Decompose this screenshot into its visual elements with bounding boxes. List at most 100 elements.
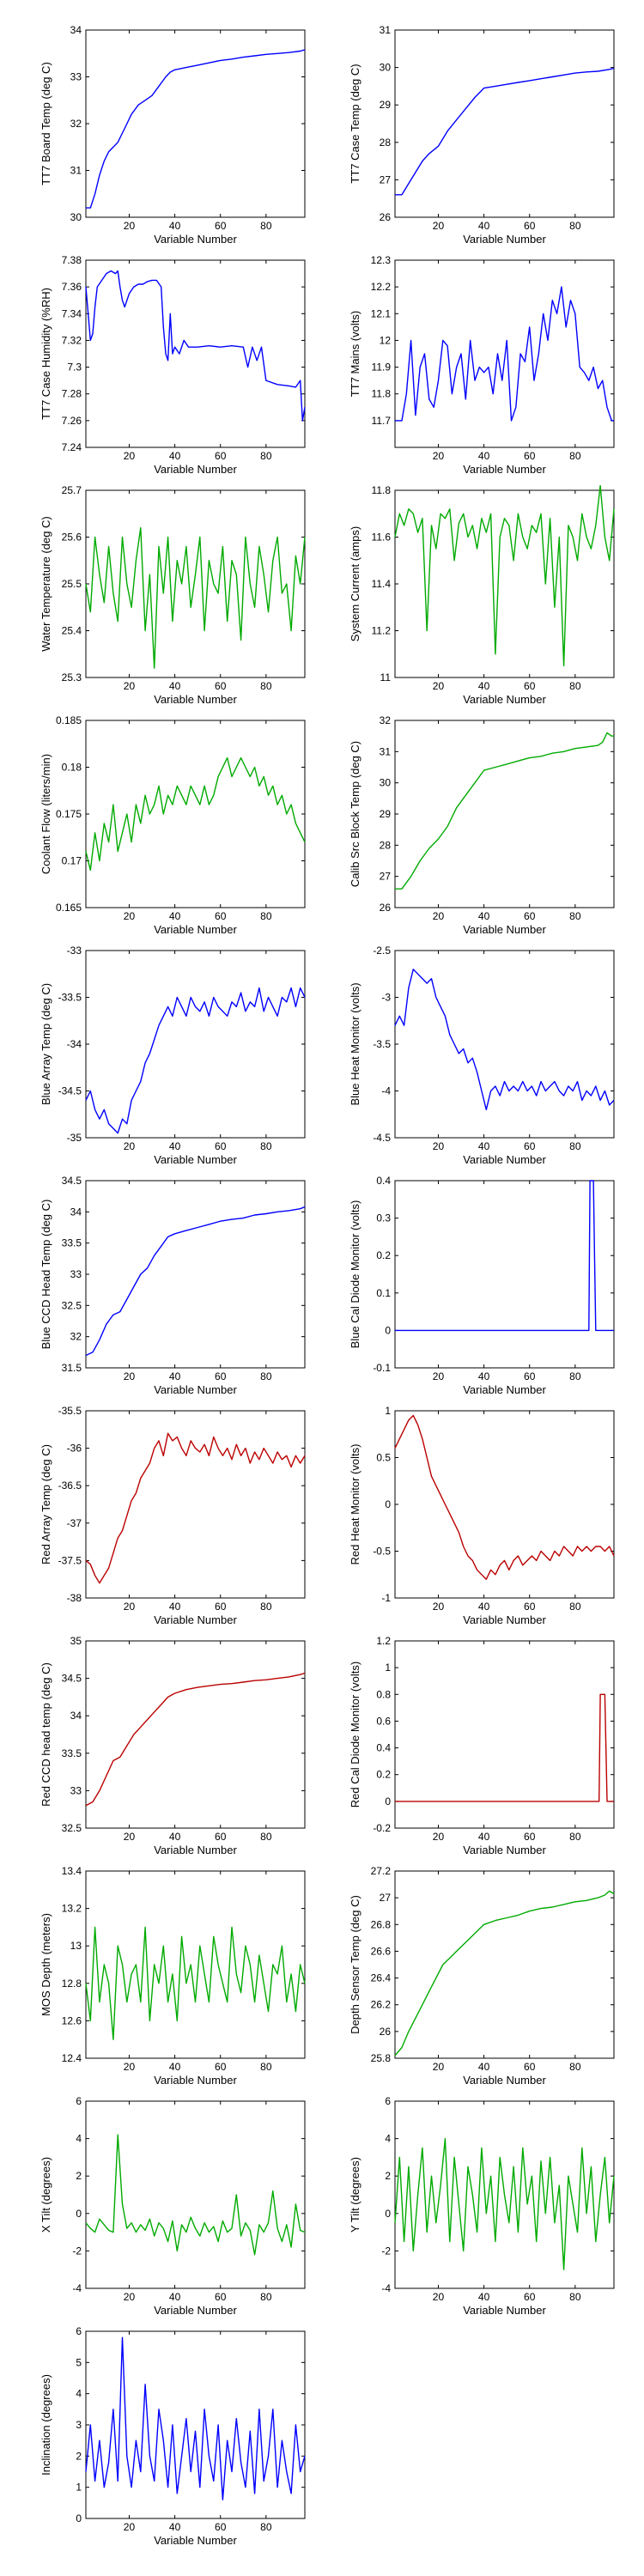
x-tick-label: 80	[260, 1140, 272, 1152]
y-tick-label: 12.8	[62, 1978, 82, 1990]
x-tick-label: 60	[524, 1831, 536, 1843]
y-tick-label: 6	[76, 2325, 82, 2337]
x-tick-label: 20	[124, 2061, 136, 2073]
y-tick-label: 0	[385, 1498, 391, 1510]
y-tick-label: 34.5	[62, 1175, 82, 1187]
y-tick-label: 27	[380, 173, 392, 185]
y-tick-label: 31	[70, 165, 82, 177]
y-tick-label: 25.5	[62, 578, 82, 590]
y-tick-label: 35	[70, 1635, 82, 1647]
x-tick-label: 40	[169, 910, 181, 922]
y-tick-label: 7.24	[62, 441, 82, 453]
x-tick-label: 20	[124, 1140, 136, 1152]
series-line	[394, 484, 615, 667]
x-axis-label: Variable Number	[463, 1153, 546, 1166]
x-tick-label: 20	[433, 1601, 445, 1613]
y-tick-label: 32	[70, 1331, 82, 1343]
y-tick-label: 0.2	[376, 1769, 391, 1781]
y-axis-label: Red Heat Monitor (volts)	[349, 1444, 361, 1565]
x-tick-label: 60	[524, 2291, 536, 2303]
y-tick-label: 4	[385, 2133, 391, 2145]
y-tick-label: -0.5	[373, 1546, 391, 1558]
y-tick-label: -36.5	[58, 1479, 82, 1492]
y-tick-label: -2	[381, 2245, 391, 2257]
x-tick-label: 20	[433, 2291, 445, 2303]
series-line	[85, 270, 306, 422]
y-tick-label: 1	[385, 1662, 391, 1674]
y-tick-label: 25.3	[62, 671, 82, 683]
x-tick-label: 80	[569, 1370, 581, 1382]
x-tick-label: 20	[433, 680, 445, 692]
y-tick-label: -35.5	[58, 1405, 82, 1417]
plot-area-frame	[85, 2330, 306, 2519]
x-tick-label: 20	[433, 1140, 445, 1152]
chart-panel: 20 40 60 80 26 27 28 29 30 31 Variable Number TT7 C…	[349, 24, 615, 246]
y-tick-label: 7.34	[62, 307, 82, 319]
y-tick-label: 0	[76, 2512, 82, 2524]
y-tick-label: 12.1	[371, 307, 392, 319]
x-tick-label: 80	[260, 2291, 272, 2303]
x-tick-label: 20	[124, 910, 136, 922]
y-axis-label: TT7 Case Temp (deg C)	[349, 64, 361, 183]
x-axis-label: Variable Number	[154, 1844, 237, 1856]
x-tick-label: 60	[215, 450, 227, 462]
series-line	[85, 987, 306, 1134]
x-tick-label: 60	[215, 1370, 227, 1382]
series-line	[85, 1432, 306, 1584]
y-tick-label: 13.4	[62, 1865, 82, 1877]
y-tick-label: 34	[70, 24, 82, 36]
y-tick-label: 7.26	[62, 415, 82, 427]
plot-area-frame	[85, 489, 306, 678]
y-tick-label: 11.8	[372, 388, 392, 400]
series-line	[85, 1206, 306, 1357]
chart-panel: 20 40 60 80 26 27 28 29 30 31 32 Variable Number Cal…	[349, 714, 615, 936]
y-tick-label: 33.5	[62, 1747, 82, 1759]
x-tick-label: 40	[478, 1370, 490, 1382]
series-line	[395, 286, 614, 422]
x-tick-label: 40	[478, 680, 490, 692]
y-tick-label: 13	[70, 1940, 82, 1952]
y-tick-label: 12.3	[371, 254, 392, 266]
y-tick-label: 7.28	[62, 388, 82, 400]
y-tick-label: -33.5	[58, 992, 82, 1004]
x-axis-label: Variable Number	[463, 463, 546, 476]
x-tick-label: 60	[215, 2061, 227, 2073]
x-tick-label: 60	[524, 1601, 536, 1613]
y-tick-label: 26.2	[371, 1999, 392, 2011]
y-axis-label: TT7 Mains (volts)	[349, 311, 361, 397]
x-tick-label: 40	[478, 220, 490, 232]
x-axis-label: Variable Number	[154, 233, 237, 246]
y-tick-label: 30	[380, 62, 392, 74]
y-tick-label: 29	[380, 99, 392, 111]
y-tick-label: 30	[70, 211, 82, 223]
y-tick-label: 27	[380, 1892, 392, 1904]
y-tick-label: 30	[380, 777, 392, 789]
x-axis-label: Variable Number	[154, 693, 237, 706]
x-tick-label: 60	[215, 680, 227, 692]
x-tick-label: 80	[569, 1601, 581, 1613]
y-axis-label: Coolant Flow (liters/min)	[39, 754, 52, 874]
x-axis-label: Variable Number	[463, 1613, 546, 1626]
chart-panel: 20 40 60 80 0 1 2 3 4 5 6 Variable Number Inclinatio…	[39, 2325, 306, 2547]
y-tick-label: -33	[67, 945, 82, 957]
x-axis-label: Variable Number	[463, 233, 546, 246]
series-line	[85, 756, 306, 872]
series-line	[395, 67, 615, 196]
series-line	[395, 1693, 614, 1802]
x-tick-label: 40	[169, 1601, 181, 1613]
x-axis-label: Variable Number	[154, 463, 237, 476]
x-tick-label: 60	[215, 2291, 227, 2303]
series-line	[395, 732, 614, 890]
y-tick-label: 33	[70, 1784, 82, 1796]
chart-panel: 20 40 60 80 -4 -2 0 2 4 6 Variable Number X Tilt (d…	[39, 2095, 306, 2317]
x-tick-label: 40	[169, 2521, 181, 2533]
chart-panel: 20 40 60 80 -35 -34.5 -34 -33.5 -33 Variable Numb…	[39, 945, 306, 1166]
series-line	[85, 1926, 306, 2040]
x-tick-label: 40	[169, 220, 181, 232]
y-tick-label: 7.32	[62, 334, 82, 346]
y-tick-label: -2	[72, 2245, 82, 2257]
series-line	[394, 1890, 615, 2057]
y-tick-label: 27	[380, 871, 392, 883]
x-tick-label: 40	[478, 910, 490, 922]
y-tick-label: -4.5	[373, 1132, 391, 1144]
